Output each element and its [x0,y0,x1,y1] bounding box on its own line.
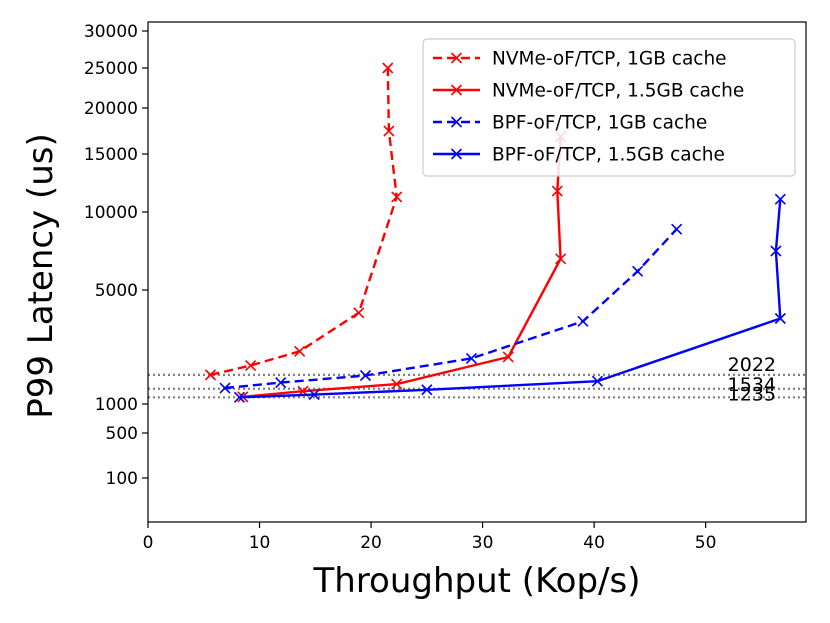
data-point-marker [204,369,217,381]
data-point-marker [359,369,372,382]
data-point-marker [774,312,786,325]
legend-marker [450,116,463,128]
data-point-marker [551,185,563,197]
y-axis-ticks: 100 500 1000 5000 10000 15000 20000 25000 30000 [84,22,148,489]
data-point-marker [382,62,394,74]
data-point-marker [632,265,644,277]
data-point-marker [770,245,782,257]
legend-label: NVMe-oF/TCP, 1.5GB cache [492,81,744,102]
data-point-marker [555,253,567,265]
data-point-marker [774,193,786,205]
legend-marker [450,52,463,64]
legend-label: BPF-oF/TCP, 1.5GB cache [492,145,725,166]
data-point-marker [219,382,231,394]
plot-frame [147,21,807,523]
series-nvme-of-tcp-1gb-cache [204,62,403,381]
data-point-marker [591,375,604,387]
data-point-marker [465,352,477,364]
reference-label-1534: 1534 [728,374,776,396]
reference-label-2022: 2022 [728,354,776,376]
y-tick-label: 100 [106,469,138,489]
x-axis-label: Throughput (Kop/s) [313,561,641,601]
legend-item: BPF-oF/TCP, 1.5GB cache [433,145,725,166]
y-tick-label: 30000 [84,22,138,42]
legend-marker [450,84,463,96]
legend-item: NVMe-oF/TCP, 1GB cache [433,49,727,70]
legend-marker [450,148,463,160]
y-tick-label: 25000 [84,59,138,79]
y-tick-label: 500 [106,424,138,444]
y-tick-label: 20000 [84,99,138,119]
series-layer [204,62,786,403]
x-tick-label: 20 [360,533,382,553]
x-tick-label: 50 [695,533,717,553]
reference-label-1235: 1235 [728,383,776,405]
data-point-marker [308,389,320,401]
data-point-marker [421,384,433,396]
legend-item: BPF-oF/TCP, 1GB cache [433,113,707,134]
legend-label: NVMe-oF/TCP, 1GB cache [492,49,727,70]
data-point-marker [245,359,257,372]
data-point-marker [391,191,403,203]
data-point-marker [233,391,246,403]
data-point-marker [391,378,403,390]
data-point-marker [502,351,514,363]
data-point-marker [294,345,306,357]
series-bpf-of-tcp-1gb-cache [219,223,683,394]
data-point-marker [383,125,395,137]
data-point-marker [671,223,683,235]
x-axis-ticks: 0 10 20 30 40 50 [143,522,717,553]
data-point-marker [275,377,287,389]
x-tick-label: 10 [249,533,271,553]
x-tick-label: 0 [143,533,154,553]
legend-label: BPF-oF/TCP, 1GB cache [492,113,707,134]
y-tick-label: 10000 [84,203,138,223]
y-tick-label: 5000 [95,281,138,301]
series-bpf-of-tcp-1-5gb-cache [233,193,786,403]
y-tick-label: 1000 [95,395,138,415]
x-tick-label: 30 [472,533,494,553]
x-tick-label: 40 [583,533,605,553]
data-point-marker [577,315,589,327]
legend: NVMe-oF/TCP, 1GB cache NVMe-oF/TCP, 1.5GB… [422,38,796,177]
legend-item: NVMe-oF/TCP, 1.5GB cache [433,81,744,102]
y-axis-label: P99 Latency (us) [21,133,61,419]
data-point-marker [353,307,365,319]
series-nvme-of-tcp-1-5gb-cache [237,130,567,403]
legend-box [422,38,796,177]
y-tick-label: 15000 [84,145,138,165]
